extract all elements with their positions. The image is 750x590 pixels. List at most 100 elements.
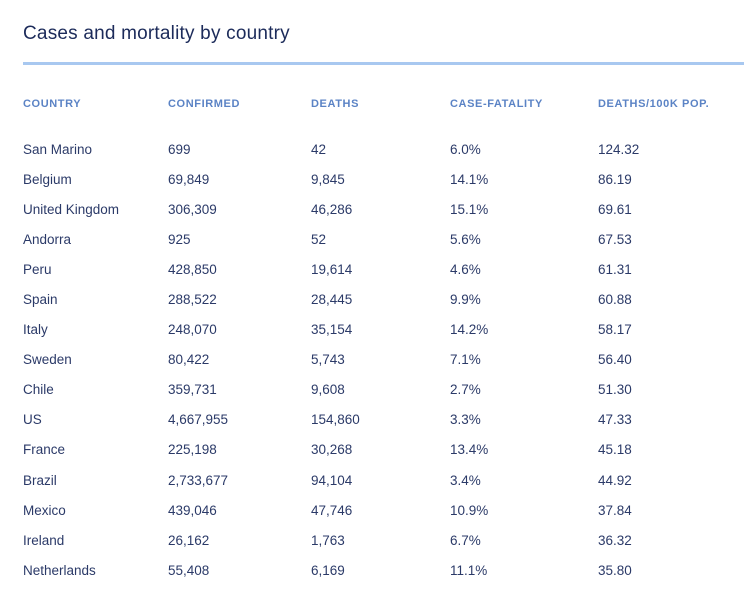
column-header-confirmed: CONFIRMED bbox=[168, 98, 241, 110]
table-row: US 4,667,955 154,860 3.3% 47.33 bbox=[23, 405, 744, 435]
cell-country: Belgium bbox=[23, 171, 72, 187]
cell-confirmed: 925 bbox=[168, 231, 191, 247]
cell-confirmed: 225,198 bbox=[168, 442, 217, 458]
cell-confirmed: 80,422 bbox=[168, 352, 210, 368]
cell-case_fatality: 5.6% bbox=[450, 231, 481, 247]
column-header-deaths-100k: DEATHS/100K POP. bbox=[598, 98, 710, 110]
cell-country: Brazil bbox=[23, 472, 57, 488]
cell-case_fatality: 3.4% bbox=[450, 472, 481, 488]
cell-case_fatality: 14.1% bbox=[450, 171, 489, 187]
cell-deaths_100k: 61.31 bbox=[598, 261, 632, 277]
cell-country: San Marino bbox=[23, 141, 93, 157]
cell-confirmed: 55,408 bbox=[168, 562, 210, 578]
table-row: Italy 248,070 35,154 14.2% 58.17 bbox=[23, 315, 744, 345]
table-row: Netherlands 55,408 6,169 11.1% 35.80 bbox=[23, 555, 744, 585]
cell-deaths_100k: 45.18 bbox=[598, 442, 632, 458]
cell-deaths: 1,763 bbox=[311, 532, 345, 548]
cell-confirmed: 306,309 bbox=[168, 201, 217, 217]
cell-deaths: 9,608 bbox=[311, 382, 345, 398]
column-header-country: COUNTRY bbox=[23, 98, 82, 110]
table-header-row: COUNTRY CONFIRMED DEATHS CASE-FATALITY D… bbox=[23, 97, 744, 111]
cell-deaths_100k: 124.32 bbox=[598, 141, 640, 157]
cell-deaths: 28,445 bbox=[311, 292, 353, 308]
cases-mortality-table: COUNTRY CONFIRMED DEATHS CASE-FATALITY D… bbox=[23, 97, 744, 585]
cell-country: United Kingdom bbox=[23, 201, 120, 217]
cell-country: France bbox=[23, 442, 66, 458]
cell-case_fatality: 7.1% bbox=[450, 352, 481, 368]
cell-case_fatality: 14.2% bbox=[450, 322, 489, 338]
cell-confirmed: 288,522 bbox=[168, 292, 217, 308]
cell-case_fatality: 3.3% bbox=[450, 412, 481, 428]
cell-confirmed: 26,162 bbox=[168, 532, 210, 548]
table-row: Chile 359,731 9,608 2.7% 51.30 bbox=[23, 375, 744, 405]
cell-case_fatality: 10.9% bbox=[450, 502, 489, 518]
table-row: Andorra 925 52 5.6% 67.53 bbox=[23, 224, 744, 254]
page-title: Cases and mortality by country bbox=[23, 23, 290, 44]
cell-case_fatality: 15.1% bbox=[450, 201, 489, 217]
cell-confirmed: 248,070 bbox=[168, 322, 217, 338]
cell-deaths_100k: 58.17 bbox=[598, 322, 632, 338]
cell-deaths_100k: 44.92 bbox=[598, 472, 632, 488]
cell-case_fatality: 6.7% bbox=[450, 532, 481, 548]
table-row: Sweden 80,422 5,743 7.1% 56.40 bbox=[23, 345, 744, 375]
cell-deaths: 46,286 bbox=[311, 201, 353, 217]
column-header-deaths: DEATHS bbox=[311, 98, 360, 110]
cell-country: Spain bbox=[23, 292, 58, 308]
cell-deaths_100k: 36.32 bbox=[598, 532, 632, 548]
cell-confirmed: 428,850 bbox=[168, 261, 217, 277]
cell-deaths: 35,154 bbox=[311, 322, 353, 338]
cell-country: Peru bbox=[23, 261, 52, 277]
table-row: Brazil 2,733,677 94,104 3.4% 44.92 bbox=[23, 465, 744, 495]
cell-deaths: 9,845 bbox=[311, 171, 345, 187]
cell-case_fatality: 13.4% bbox=[450, 442, 489, 458]
cell-deaths: 47,746 bbox=[311, 502, 353, 518]
table-row: Spain 288,522 28,445 9.9% 60.88 bbox=[23, 284, 744, 314]
table-row: San Marino 699 42 6.0% 124.32 bbox=[23, 134, 744, 164]
table-row: Ireland 26,162 1,763 6.7% 36.32 bbox=[23, 525, 744, 555]
cell-country: Ireland bbox=[23, 532, 65, 548]
table-body: San Marino 699 42 6.0% 124.32 Belgium 69,849 9,… bbox=[23, 134, 744, 585]
cell-deaths_100k: 69.61 bbox=[598, 201, 632, 217]
cell-country: Mexico bbox=[23, 502, 66, 518]
cell-deaths: 42 bbox=[311, 141, 327, 157]
cell-confirmed: 359,731 bbox=[168, 382, 217, 398]
cell-country: US bbox=[23, 412, 42, 428]
cell-deaths_100k: 35.80 bbox=[598, 562, 632, 578]
cell-confirmed: 2,733,677 bbox=[168, 472, 229, 488]
cell-country: Andorra bbox=[23, 231, 72, 247]
cell-deaths: 30,268 bbox=[311, 442, 353, 458]
cell-country: Netherlands bbox=[23, 562, 96, 578]
cell-confirmed: 439,046 bbox=[168, 502, 217, 518]
cell-country: Chile bbox=[23, 382, 54, 398]
table-row: Belgium 69,849 9,845 14.1% 86.19 bbox=[23, 164, 744, 194]
cell-case_fatality: 4.6% bbox=[450, 261, 481, 277]
cell-confirmed: 69,849 bbox=[168, 171, 210, 187]
title-divider bbox=[23, 62, 744, 65]
cell-case_fatality: 11.1% bbox=[450, 562, 488, 578]
cell-case_fatality: 9.9% bbox=[450, 292, 481, 308]
cell-deaths: 154,860 bbox=[311, 412, 360, 428]
cell-deaths_100k: 67.53 bbox=[598, 231, 632, 247]
table-row: France 225,198 30,268 13.4% 45.18 bbox=[23, 435, 744, 465]
cell-deaths_100k: 56.40 bbox=[598, 352, 632, 368]
cell-deaths_100k: 47.33 bbox=[598, 412, 632, 428]
cell-deaths: 94,104 bbox=[311, 472, 353, 488]
table-row: Peru 428,850 19,614 4.6% 61.31 bbox=[23, 254, 744, 284]
cell-deaths: 52 bbox=[311, 231, 327, 247]
cell-deaths_100k: 37.84 bbox=[598, 502, 632, 518]
cell-confirmed: 4,667,955 bbox=[168, 412, 229, 428]
table-row: Mexico 439,046 47,746 10.9% 37.84 bbox=[23, 495, 744, 525]
cell-country: Italy bbox=[23, 322, 48, 338]
cell-deaths_100k: 60.88 bbox=[598, 292, 632, 308]
cell-deaths_100k: 86.19 bbox=[598, 171, 632, 187]
cell-deaths_100k: 51.30 bbox=[598, 382, 632, 398]
cell-case_fatality: 6.0% bbox=[450, 141, 481, 157]
cell-deaths: 5,743 bbox=[311, 352, 345, 368]
table-row: United Kingdom 306,309 46,286 15.1% 69.61 bbox=[23, 194, 744, 224]
cell-country: Sweden bbox=[23, 352, 72, 368]
cell-case_fatality: 2.7% bbox=[450, 382, 481, 398]
cell-deaths: 19,614 bbox=[311, 261, 353, 277]
cell-confirmed: 699 bbox=[168, 141, 191, 157]
column-header-case-fatality: CASE-FATALITY bbox=[450, 98, 543, 110]
